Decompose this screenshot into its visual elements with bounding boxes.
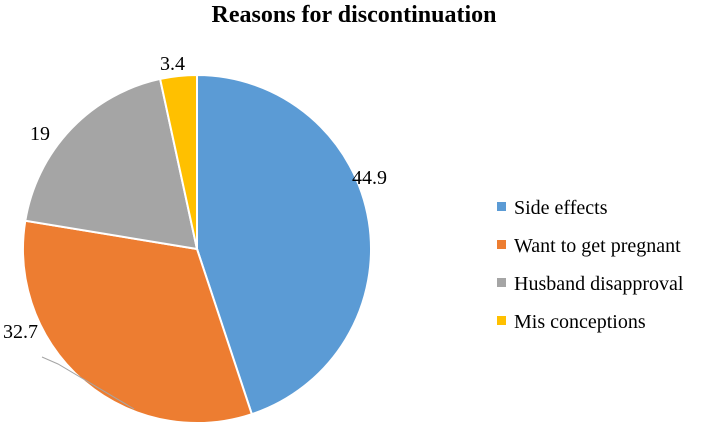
pie-slice-husband-disapproval	[24, 77, 199, 251]
chart-title: Reasons for discontinuation	[212, 2, 497, 28]
legend-swatch-husband-disapproval	[497, 278, 506, 287]
leader-line	[41, 356, 135, 410]
data-label-husband-disapproval: 19	[30, 123, 50, 145]
legend-swatch-want-to-get-pregnant	[497, 240, 506, 249]
data-label-side-effects: 44.9	[352, 167, 387, 189]
legend-label-mis-conceptions: Mis conceptions	[514, 311, 646, 333]
legend-label-side-effects: Side effects	[514, 197, 608, 219]
data-label-want-to-get-pregnant: 32.7	[3, 321, 38, 343]
pie-slice-side-effects	[196, 73, 372, 416]
legend: Side effects Want to get pregnant Husband …	[497, 197, 684, 333]
pie-slice-want-to-get-pregnant	[22, 219, 254, 424]
legend-label-husband-disapproval: Husband disapproval	[514, 273, 684, 295]
data-label-mis-conceptions: 3.4	[160, 53, 185, 75]
legend-swatch-mis-conceptions	[497, 316, 506, 325]
pie-slices	[22, 73, 372, 424]
legend-swatch-side-effects	[497, 202, 506, 211]
pie-slice-mis-conceptions	[158, 73, 198, 250]
data-labels: 44.9 32.7 19 3.4	[3, 53, 387, 410]
legend-label-want-to-get-pregnant: Want to get pregnant	[514, 235, 681, 257]
